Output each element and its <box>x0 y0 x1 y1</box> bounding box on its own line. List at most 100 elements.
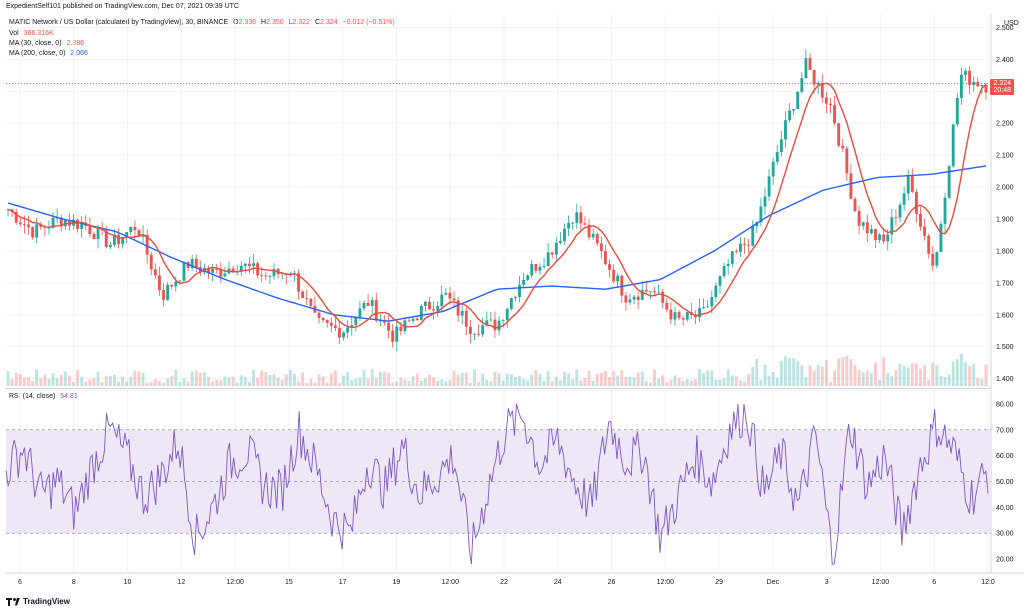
candle-body <box>575 212 579 223</box>
volume-bar <box>358 377 362 386</box>
volume-bar <box>22 377 26 386</box>
volume-bar <box>96 371 100 386</box>
volume-bar <box>149 382 153 386</box>
candle-body <box>415 318 419 321</box>
candle-body <box>730 251 734 264</box>
symbol-title: MATIC Network / US Dollar (calculated by… <box>9 19 229 26</box>
candle-body <box>448 292 452 299</box>
volume-bar <box>857 369 861 386</box>
high-label: H <box>261 19 267 26</box>
time-tick-label: 12:00 <box>872 579 890 586</box>
volume-bar <box>644 381 648 386</box>
time-tick-label: 8 <box>72 579 76 586</box>
volume-bar <box>914 363 918 386</box>
price-tick-label: 2.400 <box>996 57 1014 64</box>
volume-bar <box>190 371 194 386</box>
price-tick-label: 2.500 <box>996 25 1014 32</box>
candle-body <box>714 285 718 298</box>
tradingview-logo[interactable]: TradingView <box>6 597 70 606</box>
ma200-legend: MA (200, close, 0) 2.066 <box>9 50 88 57</box>
ma30-legend: MA (30, close, 0) 2.286 <box>9 40 84 47</box>
volume-bar <box>35 369 39 386</box>
pane-divider <box>5 388 991 389</box>
volume-bar <box>620 370 624 386</box>
candle-body <box>211 268 215 273</box>
volume-bar <box>694 379 697 386</box>
volume-bar <box>92 378 96 386</box>
volume-bar <box>808 365 812 386</box>
rsi-tick-label: 20.00 <box>996 557 1014 564</box>
volume-bar <box>121 376 125 386</box>
volume-bar <box>428 374 431 386</box>
candlesticks[interactable] <box>6 49 988 352</box>
candle-body <box>333 325 337 329</box>
volume-bar <box>984 364 988 386</box>
volume-bar <box>59 375 63 386</box>
candle-body <box>76 219 80 229</box>
volume-bar <box>444 381 448 386</box>
candle-body <box>976 81 980 87</box>
volume-bar <box>215 379 219 386</box>
candle-body <box>309 298 313 306</box>
candle-body <box>391 330 395 342</box>
volume-bar <box>194 370 198 386</box>
rsi-tick-label: 70.00 <box>996 427 1014 434</box>
volume-bar <box>931 362 935 386</box>
candle-body <box>673 312 677 320</box>
candle-body <box>763 196 767 207</box>
rsi-tick-label: 60.00 <box>996 453 1014 460</box>
volume-bar <box>378 371 382 386</box>
volume-bar <box>509 374 513 386</box>
time-tick-label: 12:00 <box>226 579 244 586</box>
candle-body <box>583 223 587 225</box>
volume-bar <box>198 372 202 386</box>
volume-bar <box>391 382 395 386</box>
candle-body <box>362 303 366 309</box>
candle-body <box>346 327 350 333</box>
candle-body <box>878 234 882 241</box>
volume-bar <box>886 372 890 386</box>
volume-bar <box>354 378 358 386</box>
volume-bar <box>399 377 403 386</box>
volume-bar <box>546 371 550 386</box>
candle-body <box>399 326 403 332</box>
candle-body <box>452 298 456 301</box>
time-tick-label: 12 <box>177 579 185 586</box>
volume-bar <box>235 382 239 386</box>
rsi-value: 54.81 <box>60 393 78 400</box>
rsi-line <box>5 403 989 565</box>
volume-bar <box>534 369 538 386</box>
volume-bar <box>730 375 734 386</box>
candle-body <box>820 82 824 98</box>
volume-bar <box>166 378 170 386</box>
candle-body <box>513 297 517 298</box>
bar-countdown: 20:48 <box>993 86 1011 94</box>
volume-bar <box>649 382 652 386</box>
rsi-tick-label: 40.00 <box>996 505 1014 512</box>
candle-body <box>771 161 775 177</box>
volume-bar <box>436 380 440 386</box>
candle-body <box>51 217 55 228</box>
candle-body <box>505 308 509 321</box>
candle-body <box>550 252 554 255</box>
candle-body <box>538 266 542 271</box>
volume-bar <box>689 380 693 386</box>
volume-bar <box>31 381 35 386</box>
candle-body <box>612 269 616 282</box>
volume-bar <box>493 371 497 386</box>
volume-bar <box>673 375 677 386</box>
candle-body <box>301 291 305 299</box>
volume-bar <box>579 380 583 386</box>
candle-body <box>317 312 321 319</box>
volume-bar <box>207 376 210 386</box>
candle-body <box>174 281 178 287</box>
candle-body <box>80 223 84 229</box>
price-tick-label: 1.700 <box>996 280 1014 287</box>
candle-body <box>108 244 112 248</box>
time-tick-label: 12:00 <box>441 579 459 586</box>
currency-label: USD <box>1004 20 1019 27</box>
volume-bar <box>407 380 411 386</box>
candle-body <box>468 326 472 334</box>
candle-body <box>620 275 624 296</box>
